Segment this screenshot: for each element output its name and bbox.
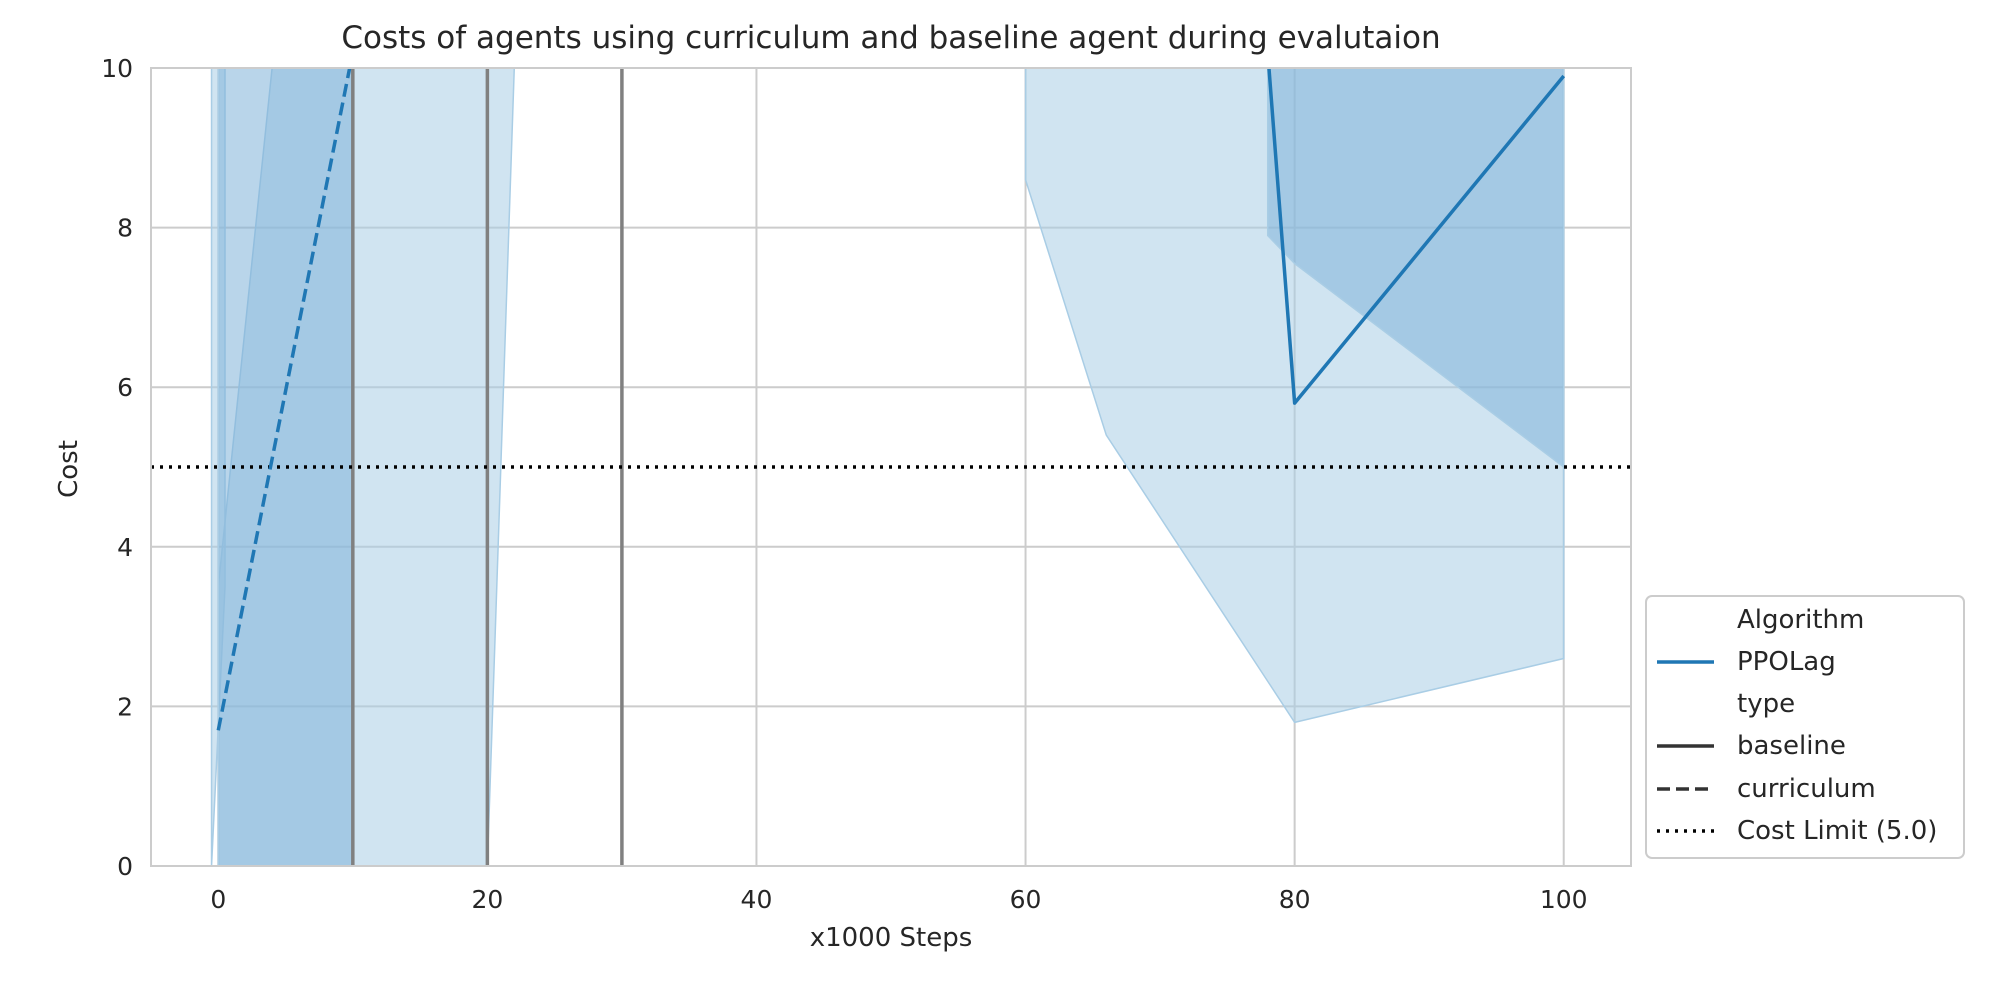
y-tick-label: 6	[117, 373, 133, 402]
x-tick-label: 20	[471, 885, 503, 914]
legend-entry-curriculum: curriculum	[1737, 774, 1876, 804]
legend-entry-ppolag: PPOLag	[1737, 647, 1836, 677]
y-tick-label: 8	[117, 214, 133, 243]
legend-entry-cost-limit: Cost Limit (5.0)	[1737, 816, 1937, 846]
series-line-baseline	[1267, 68, 1566, 405]
x-tick-label: 100	[1540, 885, 1588, 914]
plot-frame	[150, 67, 1632, 867]
legend-box	[1645, 595, 1965, 859]
x-axis-label: x1000 Steps	[810, 923, 973, 953]
y-axis-label: Cost	[54, 440, 84, 498]
y-tick-label: 4	[117, 533, 133, 562]
x-tick-label: 40	[741, 885, 773, 914]
x-tick-label: 0	[210, 885, 226, 914]
tick-labels: 0 20 40 60 80 100 0 2 4 6 8 10	[101, 54, 1587, 914]
legend-entry-baseline: baseline	[1737, 731, 1846, 761]
y-tick-label: 10	[101, 54, 133, 83]
legend-title-type: type	[1737, 689, 1795, 719]
chart-title: Costs of agents using curriculum and bas…	[341, 20, 1440, 56]
y-tick-label: 2	[117, 692, 133, 721]
legend-title-algorithm: Algorithm	[1737, 605, 1864, 635]
series-confidence-band	[217, 68, 354, 866]
legend: Algorithm PPOLag type baseline curriculu…	[1645, 595, 1965, 859]
x-tick-label: 60	[1010, 885, 1042, 914]
x-tick-label: 80	[1279, 885, 1311, 914]
series-line-curriculum	[216, 68, 352, 731]
y-tick-label: 0	[117, 852, 133, 881]
series-lines	[216, 68, 1566, 731]
